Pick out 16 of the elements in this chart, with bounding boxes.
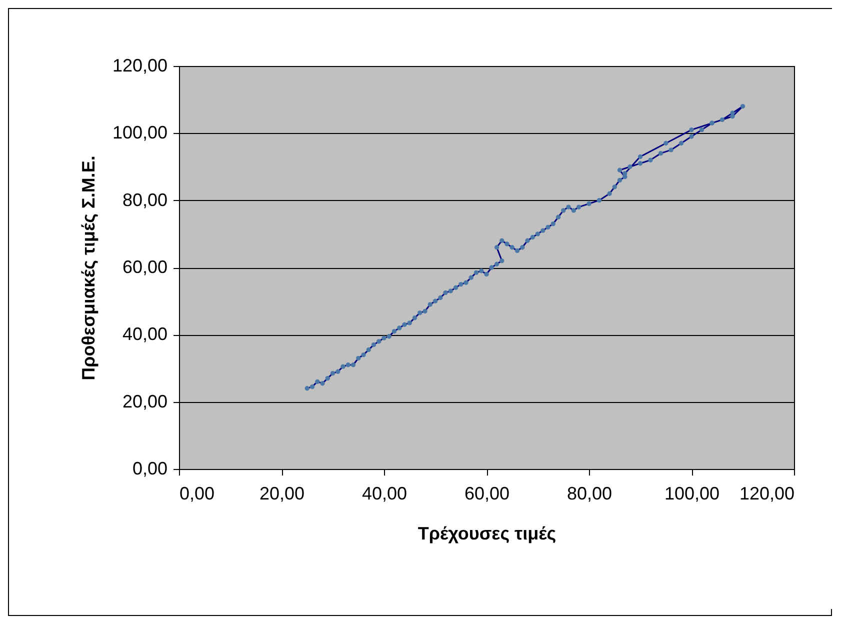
y-tick-label: 40,00 [122, 324, 168, 344]
y-tick-label: 120,00 [112, 56, 168, 76]
y-axis-title: Προθεσμιακές τιμές Σ.Μ.Ε. [78, 156, 98, 380]
x-tick-label: 40,00 [362, 484, 408, 504]
y-tick-label: 80,00 [122, 190, 168, 210]
y-tick-label: 20,00 [122, 391, 168, 412]
y-tick-label: 60,00 [122, 257, 168, 277]
x-tick-label: 60,00 [464, 484, 510, 504]
y-tick-label: 100,00 [112, 122, 168, 143]
y-tick-label: 0,00 [132, 458, 168, 478]
x-tick-label: 100,00 [664, 484, 720, 504]
x-tick-label: 20,00 [259, 484, 305, 504]
x-tick-label: 0,00 [180, 484, 215, 504]
x-tick-label: 80,00 [566, 484, 612, 504]
x-tick-label: 120,00 [739, 484, 794, 504]
x-axis-title: Τρέχουσες τιμές [418, 524, 556, 544]
